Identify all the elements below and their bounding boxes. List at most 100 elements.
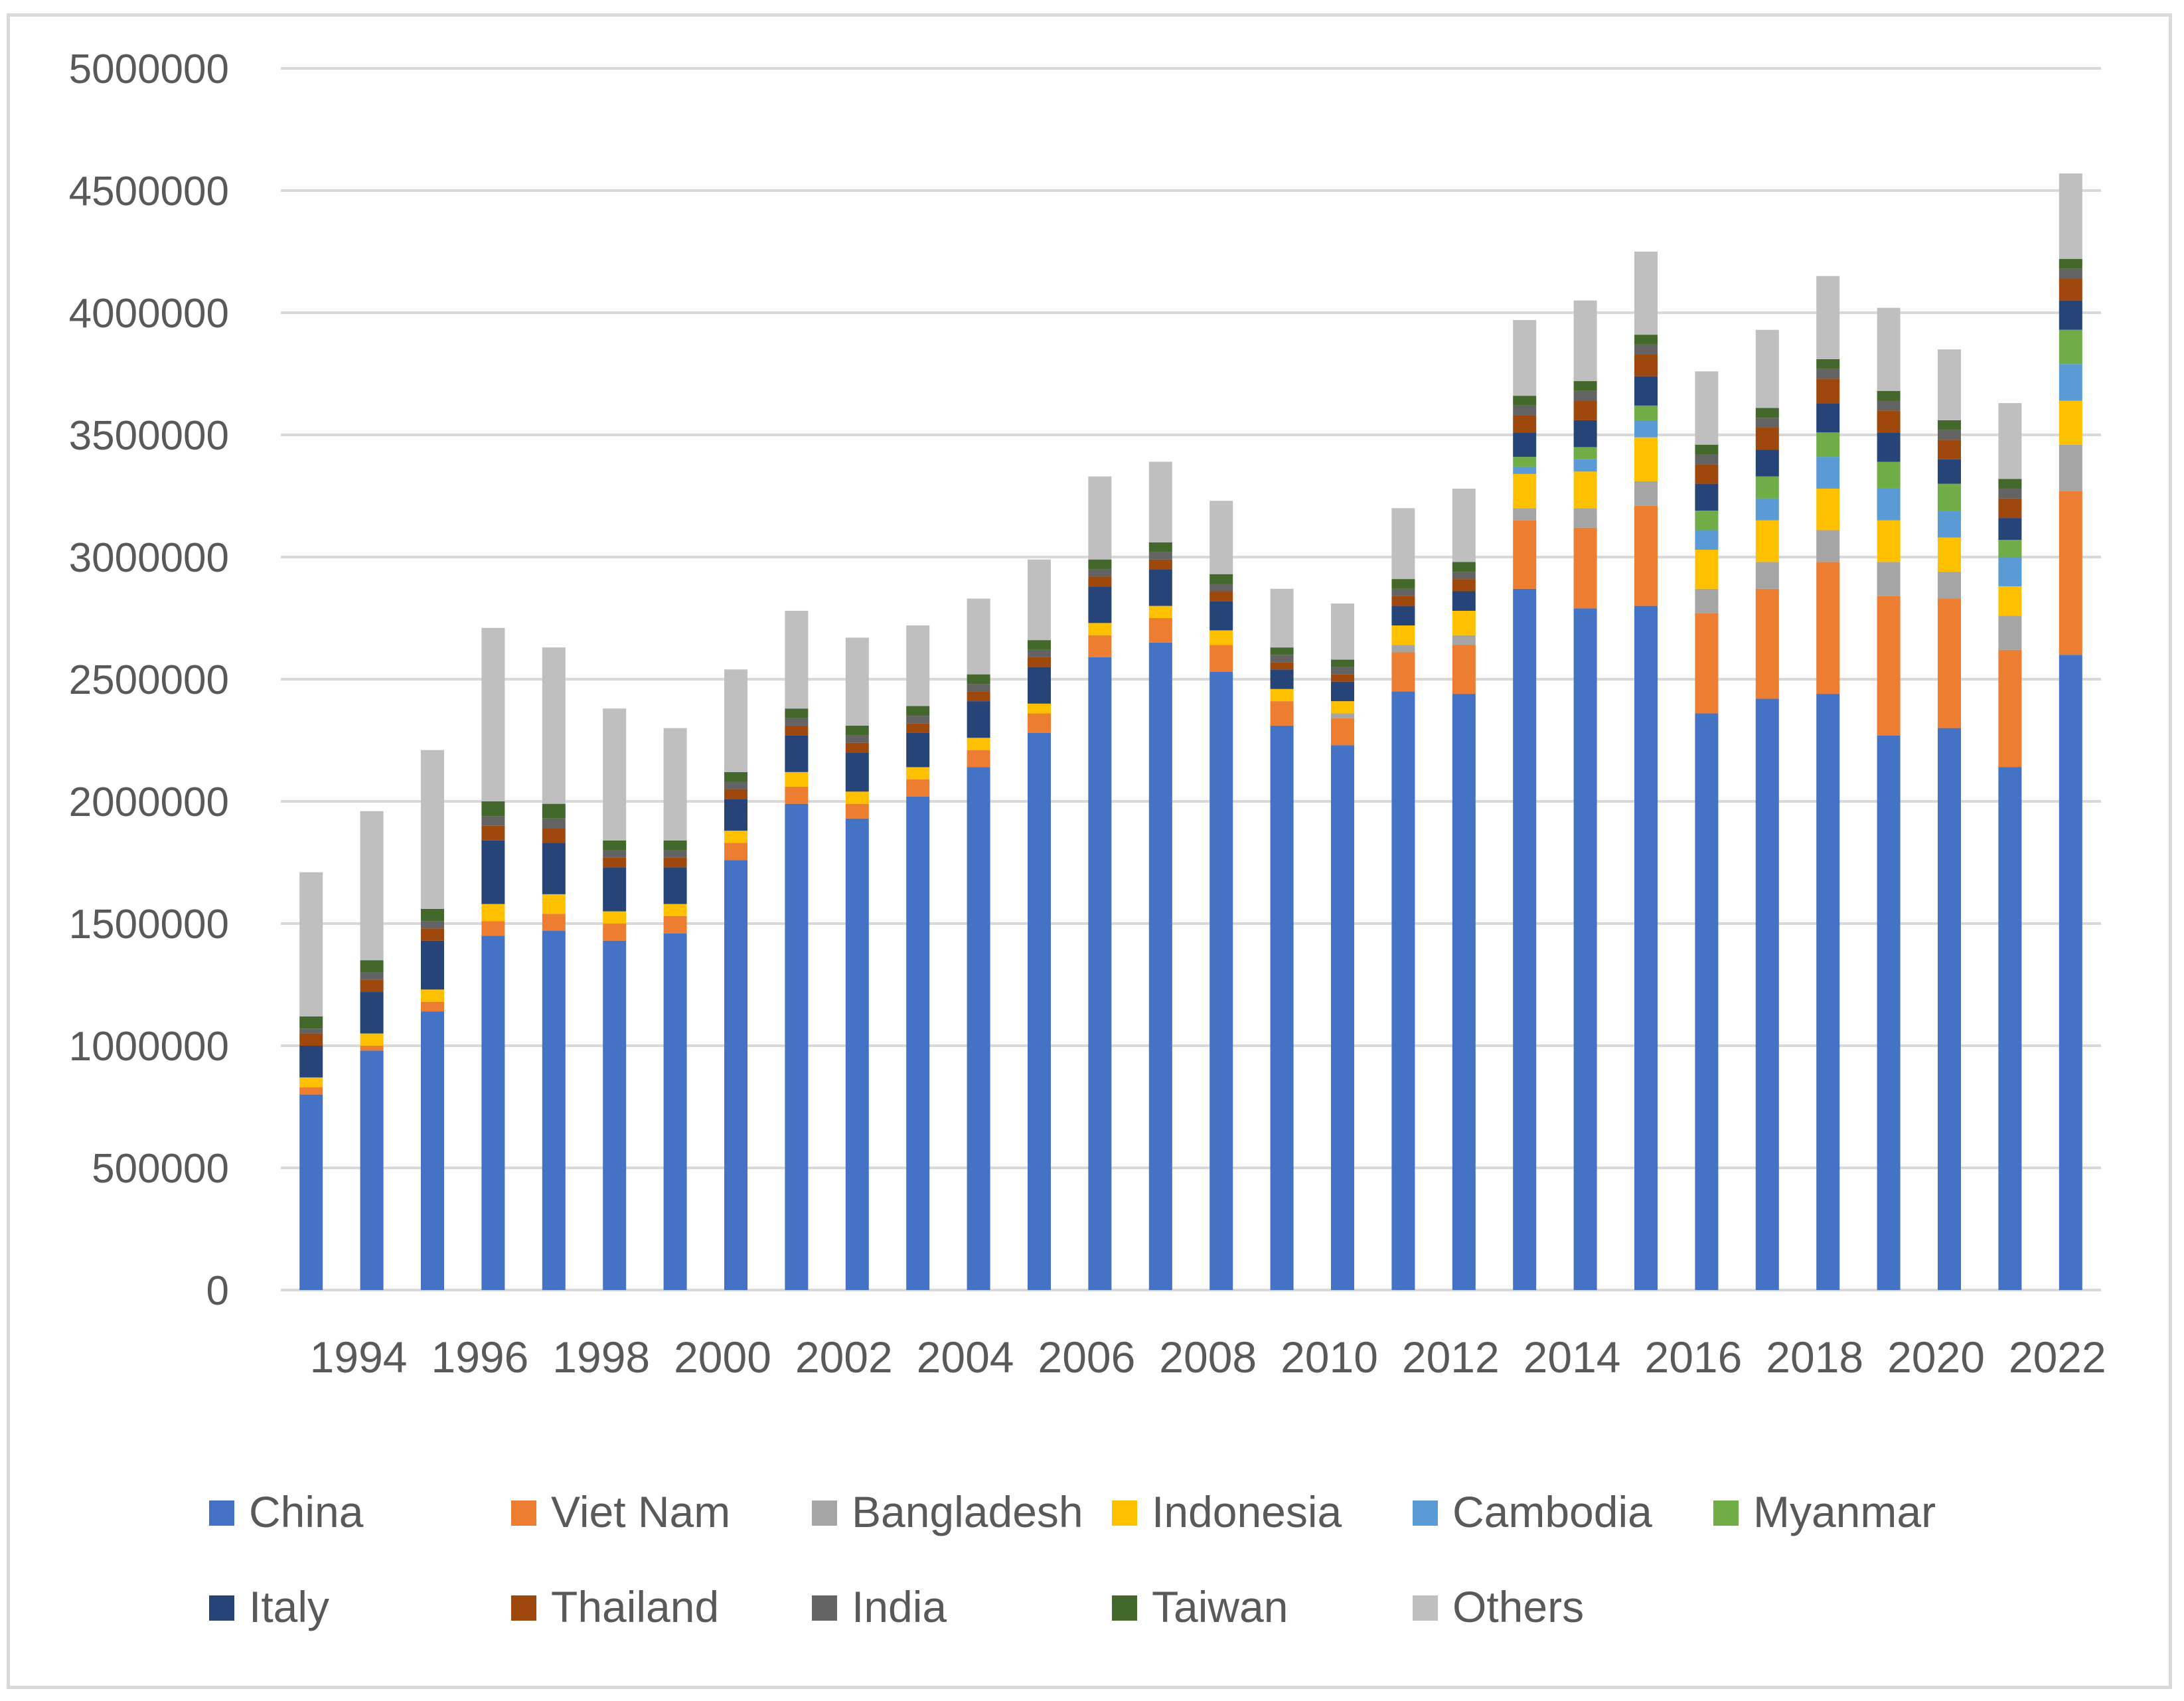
bar-segment-india <box>1270 655 1294 663</box>
bar-segment-china <box>1270 725 1294 1290</box>
bar-segment-cambodia <box>1634 420 1658 438</box>
x-tick-label: 1996 <box>431 1333 528 1382</box>
y-tick-label: 4500000 <box>69 169 229 214</box>
bar-segment-india <box>1816 368 1840 379</box>
bar-segment-indonesia <box>1513 473 1537 509</box>
x-tick-label: 2014 <box>1523 1333 1621 1382</box>
bar-stack-2018 <box>1816 276 1840 1290</box>
bar-segment-italy <box>1816 403 1840 433</box>
bar-segment-india <box>967 684 990 692</box>
bar-segment-italy <box>1573 420 1597 447</box>
bar-segment-others <box>1513 320 1537 396</box>
bar-segment-taiwan <box>1877 390 1901 401</box>
bar-segment-india <box>1209 584 1233 592</box>
bar-segment-taiwan <box>906 706 930 716</box>
x-tick-label: 1994 <box>310 1333 408 1382</box>
bar-segment-china <box>1452 694 1476 1290</box>
bar-segment-india <box>1877 400 1901 411</box>
bar-segment-indonesia <box>1755 520 1779 562</box>
bar-segment-viet-nam <box>1391 652 1415 692</box>
bar-segment-italy <box>1634 376 1658 406</box>
legend-item-viet-nam: Viet Nam <box>511 1487 730 1536</box>
bar-segment-viet-nam <box>1452 645 1476 694</box>
bar-segment-indonesia <box>1816 488 1840 530</box>
bar-segment-italy <box>1695 483 1719 511</box>
bar-stack-1999 <box>663 728 687 1290</box>
bar-segment-italy <box>421 940 444 990</box>
bar-segment-china <box>1088 657 1112 1290</box>
bar-segment-taiwan <box>1391 579 1415 589</box>
bar-stack-2020 <box>1938 349 1961 1290</box>
bar-segment-taiwan <box>1331 659 1354 667</box>
bar-segment-indonesia <box>1573 471 1597 509</box>
bar-segment-cambodia <box>1998 557 2022 587</box>
bar-segment-italy <box>1938 459 1961 484</box>
x-tick-label: 1998 <box>552 1333 650 1382</box>
bar-segment-india <box>1452 572 1476 580</box>
bar-segment-taiwan <box>360 960 384 973</box>
bar-segment-china <box>2059 655 2082 1290</box>
x-tick-label: 2000 <box>674 1333 771 1382</box>
bar-segment-viet-nam <box>299 1087 323 1095</box>
bar-segment-china <box>542 931 566 1290</box>
bar-stack-2001 <box>785 610 809 1290</box>
bar-segment-thailand <box>906 723 930 733</box>
bar-segment-taiwan <box>603 840 627 850</box>
x-tick-label: 2020 <box>1887 1333 1985 1382</box>
bar-segment-indonesia <box>1695 549 1719 589</box>
bar-segment-thailand <box>663 857 687 868</box>
bar-segment-india <box>1148 552 1172 560</box>
bar-segment-taiwan <box>1513 396 1537 406</box>
bar-segment-viet-nam <box>1695 613 1719 714</box>
bar-segment-thailand <box>542 828 566 843</box>
bar-segment-taiwan <box>1816 359 1840 369</box>
bar-segment-others <box>1573 300 1597 382</box>
bar-segment-indonesia <box>845 791 869 804</box>
bar-segment-india <box>2059 268 2082 279</box>
x-tick-label: 2004 <box>917 1333 1014 1382</box>
bar-segment-others <box>1148 461 1172 542</box>
bar-segment-others <box>421 750 444 909</box>
bar-segment-indonesia <box>1028 703 1051 714</box>
bar-segment-myanmar <box>1816 432 1840 457</box>
bar-segment-italy <box>1391 606 1415 626</box>
bar-segment-viet-nam <box>2059 491 2082 655</box>
legend-label: Indonesia <box>1152 1487 1342 1536</box>
bar-segment-indonesia <box>1088 623 1112 635</box>
bar-segment-others <box>967 598 990 675</box>
bar-segment-viet-nam <box>785 786 809 804</box>
bar-segment-viet-nam <box>1998 649 2022 768</box>
bar-segment-china <box>1938 728 1961 1290</box>
bar-segment-viet-nam <box>1513 520 1537 589</box>
bar-segment-india <box>1028 649 1051 657</box>
bar-segment-myanmar <box>2059 329 2082 364</box>
legend-label: India <box>852 1582 947 1631</box>
bar-segment-others <box>1452 488 1476 562</box>
bar-segment-bangladesh <box>1695 588 1719 613</box>
legend-item-cambodia: Cambodia <box>1413 1487 1652 1536</box>
bar-segment-thailand <box>421 928 444 941</box>
bar-segment-indonesia <box>421 989 444 1002</box>
bar-segment-taiwan <box>1573 381 1597 391</box>
bar-segment-bangladesh <box>1998 615 2022 650</box>
bar-segment-china <box>663 933 687 1290</box>
stacked-bar-chart: 0 500000 1000000 1500000 2000000 2500000 30000… <box>69 46 2106 1631</box>
bar-segment-myanmar <box>1755 476 1779 499</box>
bar-segment-taiwan <box>481 801 505 817</box>
bar-stack-2009 <box>1270 588 1294 1290</box>
bar-segment-viet-nam <box>1148 618 1172 643</box>
bar-segment-others <box>845 637 869 726</box>
bar-segment-viet-nam <box>360 1046 384 1051</box>
bar-segment-taiwan <box>967 674 990 685</box>
bar-segment-cambodia <box>1877 488 1901 521</box>
bar-segment-italy <box>785 735 809 772</box>
y-tick-label: 0 <box>206 1268 229 1314</box>
bar-segment-indonesia <box>1938 537 1961 572</box>
bar-segment-thailand <box>1998 498 2022 519</box>
bar-segment-others <box>1755 329 1779 408</box>
bar-segment-indonesia <box>603 911 627 924</box>
bar-segment-thailand <box>785 725 809 736</box>
bar-segment-china <box>1816 694 1840 1290</box>
bar-segment-china <box>1148 642 1172 1290</box>
bar-segment-china <box>1755 698 1779 1290</box>
